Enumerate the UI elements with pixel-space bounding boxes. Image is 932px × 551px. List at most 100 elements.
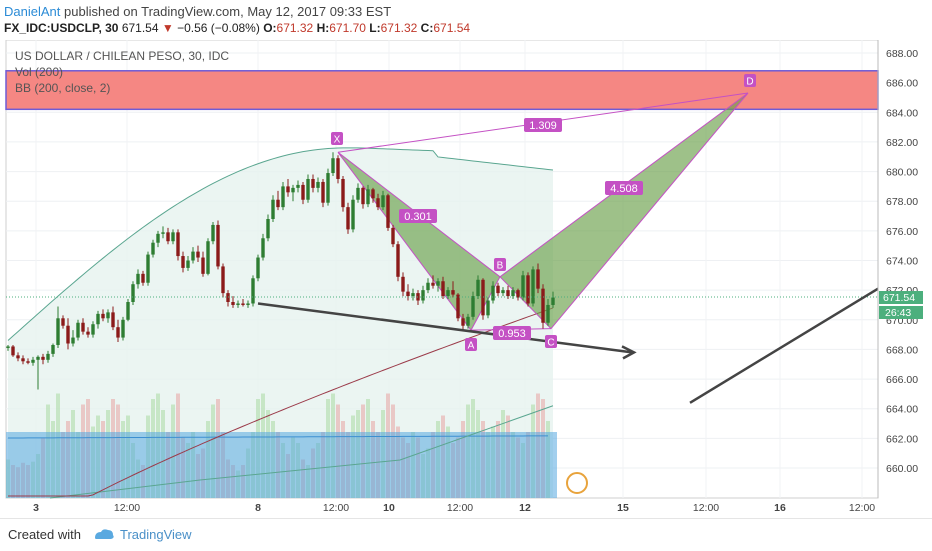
candle-body [416, 293, 420, 301]
candle-body [331, 158, 335, 174]
ratio-label: 1.309 [529, 120, 557, 132]
candle-body [526, 275, 530, 304]
price-tick-label: 674.00 [886, 256, 918, 268]
candle-body [316, 181, 320, 188]
candle-body [31, 359, 35, 363]
countdown-tag-text: 26:43 [885, 307, 911, 319]
symbol-label: FX_IDC:USDCLP, 30 [4, 21, 119, 35]
legend: US DOLLAR / CHILEAN PESO, 30, IDC Vol (2… [15, 49, 229, 95]
legend-volume[interactable]: Vol (200) [15, 65, 63, 79]
candle-body [486, 300, 490, 316]
candle-body [266, 219, 270, 239]
resistance-zone-rect [5, 70, 879, 111]
candle-body [496, 285, 500, 294]
low-value: 671.32 [380, 21, 418, 35]
low-label: L: [369, 21, 381, 35]
ratio-box [605, 181, 643, 195]
candle-body [386, 195, 390, 228]
price-tick-label: 678.00 [886, 196, 918, 208]
tradingview-brand[interactable]: TradingView [120, 527, 192, 542]
candle-body [406, 291, 410, 297]
high-value: 671.70 [329, 21, 366, 35]
candle-body [366, 189, 370, 205]
created-with-label: Created with [8, 527, 81, 542]
candle-body [16, 355, 20, 359]
price-tick-label: 660.00 [886, 463, 918, 475]
candle-body [446, 290, 450, 297]
ratio-box [493, 326, 531, 340]
candle-body [246, 303, 250, 305]
candle-body [51, 344, 55, 354]
candle-body [286, 186, 290, 193]
candle-body [111, 312, 115, 328]
candle-body [71, 337, 75, 344]
candle-body [371, 189, 375, 199]
open-label: O: [263, 21, 277, 35]
candle-body [171, 232, 175, 242]
ratio-box [524, 118, 562, 132]
time-axis[interactable]: 3 12:00 8 12:00 10 12:00 12 15 12:00 16 12:00 [33, 502, 875, 514]
bollinger-lower-line [49, 405, 554, 499]
candle-body [531, 269, 535, 304]
candle-body [191, 251, 195, 261]
ratio-label: 0.301 [404, 211, 432, 223]
candle-body [516, 290, 520, 298]
candle-body [391, 227, 395, 245]
candle-body [401, 276, 405, 292]
price-axis[interactable]: 688.00 686.00 684.00 682.00 680.00 678.00 676.… [877, 40, 918, 498]
candle-body [6, 346, 10, 348]
author-link[interactable]: DanielAnt [4, 4, 61, 19]
header: DanielAnt published on TradingView.com, … [0, 0, 932, 40]
candle-body [456, 294, 460, 319]
candle-body [491, 285, 495, 301]
change-arrow-icon: ▼ [161, 21, 174, 35]
time-tick-label: 8 [255, 502, 261, 514]
close-value: 671.54 [433, 21, 471, 35]
candle-body [476, 279, 480, 297]
price-tick-label: 666.00 [886, 374, 918, 386]
candle-body [236, 303, 240, 305]
time-tick-label: 16 [774, 502, 786, 514]
candle-body [26, 361, 30, 363]
candle-body [471, 296, 475, 317]
ratio-label: 4.508 [610, 183, 638, 195]
candle-body [61, 318, 65, 326]
pattern-point-d: D [746, 77, 753, 88]
candle-body [151, 242, 155, 255]
candle-body [506, 290, 510, 297]
candle-body [281, 186, 285, 208]
candle-body [301, 184, 305, 200]
candle-body [146, 254, 150, 283]
candle-body [541, 288, 545, 323]
legend-bollinger[interactable]: BB (200, close, 2) [15, 81, 110, 95]
us-flag-icon[interactable] [566, 472, 588, 494]
candle-body [261, 238, 265, 258]
time-tick-label: 10 [383, 502, 395, 514]
candle-body [241, 303, 245, 305]
ratio-label: 0.953 [498, 328, 526, 340]
pattern-point-c-box [545, 335, 557, 348]
candle-body [81, 322, 85, 332]
candle-body [451, 290, 455, 295]
time-tick-label: 15 [617, 502, 629, 514]
candle-body [311, 178, 315, 188]
pattern-point-b-box [494, 258, 506, 271]
high-label: H: [316, 21, 330, 35]
volume-sma-line [7, 435, 549, 439]
candle-body [226, 293, 230, 302]
price-tick-label: 680.00 [886, 167, 918, 179]
price-tick-label: 676.00 [886, 226, 918, 238]
price-tick-label: 686.00 [886, 78, 918, 90]
candle-body [211, 224, 215, 242]
candle-body [86, 331, 90, 335]
trend-line-rising [689, 287, 879, 404]
candle-body [296, 184, 300, 188]
candle-body [221, 266, 225, 294]
candle-body [396, 244, 400, 277]
candle-body [321, 181, 325, 203]
candle-body [376, 198, 380, 208]
candle-body [461, 318, 465, 326]
candle-body [231, 302, 235, 305]
candle-body [36, 356, 40, 360]
